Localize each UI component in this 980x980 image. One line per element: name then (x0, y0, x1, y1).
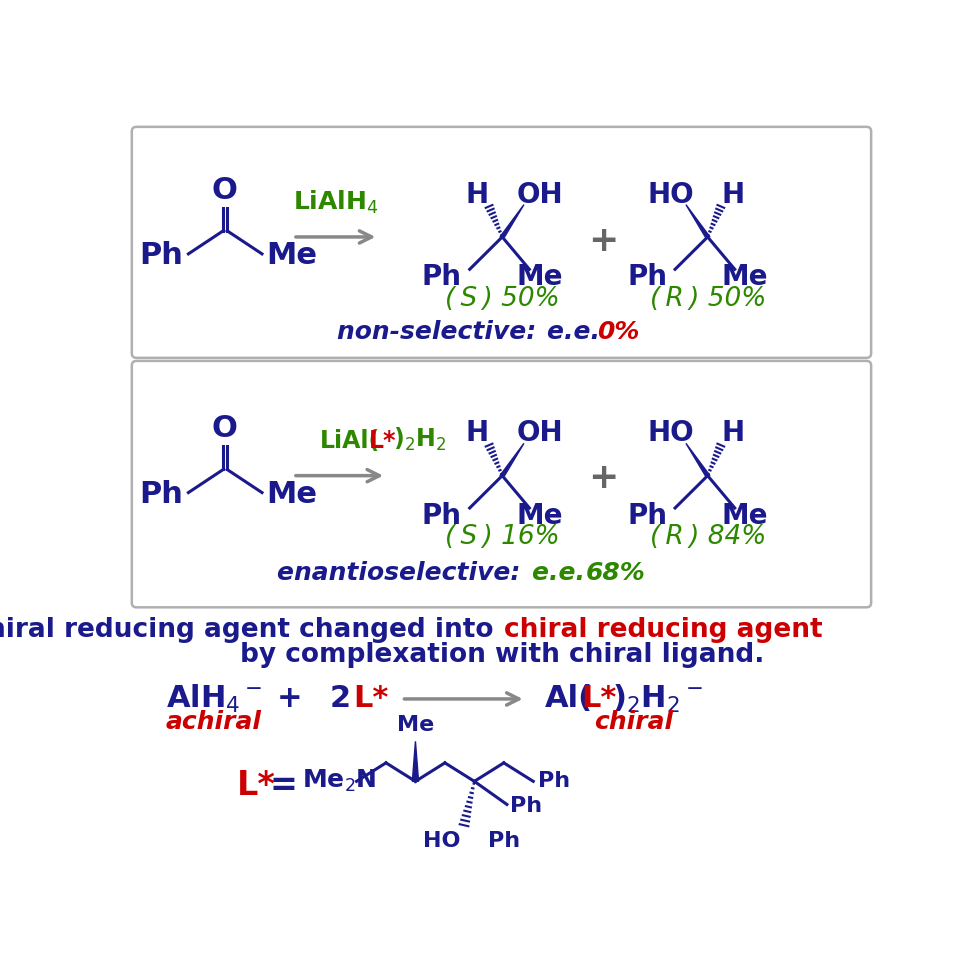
Text: =: = (270, 769, 298, 803)
Text: )$_2$H$_2$: )$_2$H$_2$ (393, 425, 446, 453)
Text: L*: L* (368, 428, 397, 453)
Text: Me: Me (721, 263, 768, 291)
Polygon shape (500, 205, 524, 237)
Text: OH: OH (516, 180, 563, 209)
Text: Ph: Ph (510, 796, 542, 816)
Text: Me: Me (516, 502, 563, 530)
Text: ( S ) 16%: ( S ) 16% (445, 524, 560, 550)
Text: HO: HO (647, 419, 694, 447)
Text: Me: Me (397, 715, 434, 735)
Text: LiAlH$_4$: LiAlH$_4$ (293, 189, 378, 217)
Text: by complexation with chiral ligand.: by complexation with chiral ligand. (240, 642, 764, 668)
Text: HO: HO (423, 831, 461, 852)
Text: +: + (276, 684, 302, 713)
Text: 2: 2 (330, 684, 362, 713)
Text: ( R ) 84%: ( R ) 84% (650, 524, 765, 550)
Text: H: H (721, 419, 745, 447)
Text: e.e.: e.e. (532, 562, 594, 585)
FancyBboxPatch shape (131, 361, 871, 608)
Text: Ph: Ph (627, 263, 667, 291)
Text: Me: Me (267, 479, 318, 509)
Text: Al(: Al( (545, 684, 593, 713)
Polygon shape (413, 741, 418, 781)
Polygon shape (686, 443, 710, 475)
Text: AlH$_4$$^-$: AlH$_4$$^-$ (166, 683, 262, 715)
Text: +: + (588, 461, 618, 495)
Text: Ph: Ph (139, 241, 183, 270)
FancyBboxPatch shape (131, 126, 871, 358)
Text: H: H (721, 180, 745, 209)
Text: +: + (588, 223, 618, 258)
Text: Achiral reducing agent changed into: Achiral reducing agent changed into (0, 616, 502, 643)
Text: Ph: Ph (488, 831, 520, 852)
Text: L*: L* (581, 684, 616, 713)
Text: H: H (466, 180, 488, 209)
Text: Ph: Ph (627, 502, 667, 530)
Polygon shape (500, 443, 524, 475)
Text: O: O (212, 415, 238, 443)
Text: Ph: Ph (139, 479, 183, 509)
Text: Ph: Ph (422, 502, 462, 530)
Text: Me$_2$N: Me$_2$N (302, 768, 377, 795)
Text: L*: L* (354, 684, 389, 713)
Text: non-selective:: non-selective: (337, 319, 545, 344)
Text: chiral: chiral (595, 710, 673, 734)
Text: ( R ) 50%: ( R ) 50% (650, 285, 765, 312)
Polygon shape (686, 205, 710, 237)
Text: chiral reducing agent: chiral reducing agent (504, 616, 822, 643)
Text: Me: Me (516, 263, 563, 291)
Text: enantioselective:: enantioselective: (277, 562, 529, 585)
Text: HO: HO (647, 180, 694, 209)
Text: H: H (466, 419, 488, 447)
Text: achiral: achiral (166, 710, 262, 734)
Text: Ph: Ph (538, 771, 570, 791)
Text: Ph: Ph (422, 263, 462, 291)
Text: )$_2$H$_2$$^-$: )$_2$H$_2$$^-$ (612, 683, 704, 715)
Text: Me: Me (267, 241, 318, 270)
Text: Me: Me (721, 502, 768, 530)
Text: OH: OH (516, 419, 563, 447)
Text: 68%: 68% (586, 562, 646, 585)
Text: LiAl(: LiAl( (320, 428, 380, 453)
Text: ( S ) 50%: ( S ) 50% (445, 285, 560, 312)
Text: L*: L* (237, 769, 276, 803)
Text: 0%: 0% (598, 319, 640, 344)
Text: O: O (212, 175, 238, 205)
Text: e.e.: e.e. (547, 319, 609, 344)
